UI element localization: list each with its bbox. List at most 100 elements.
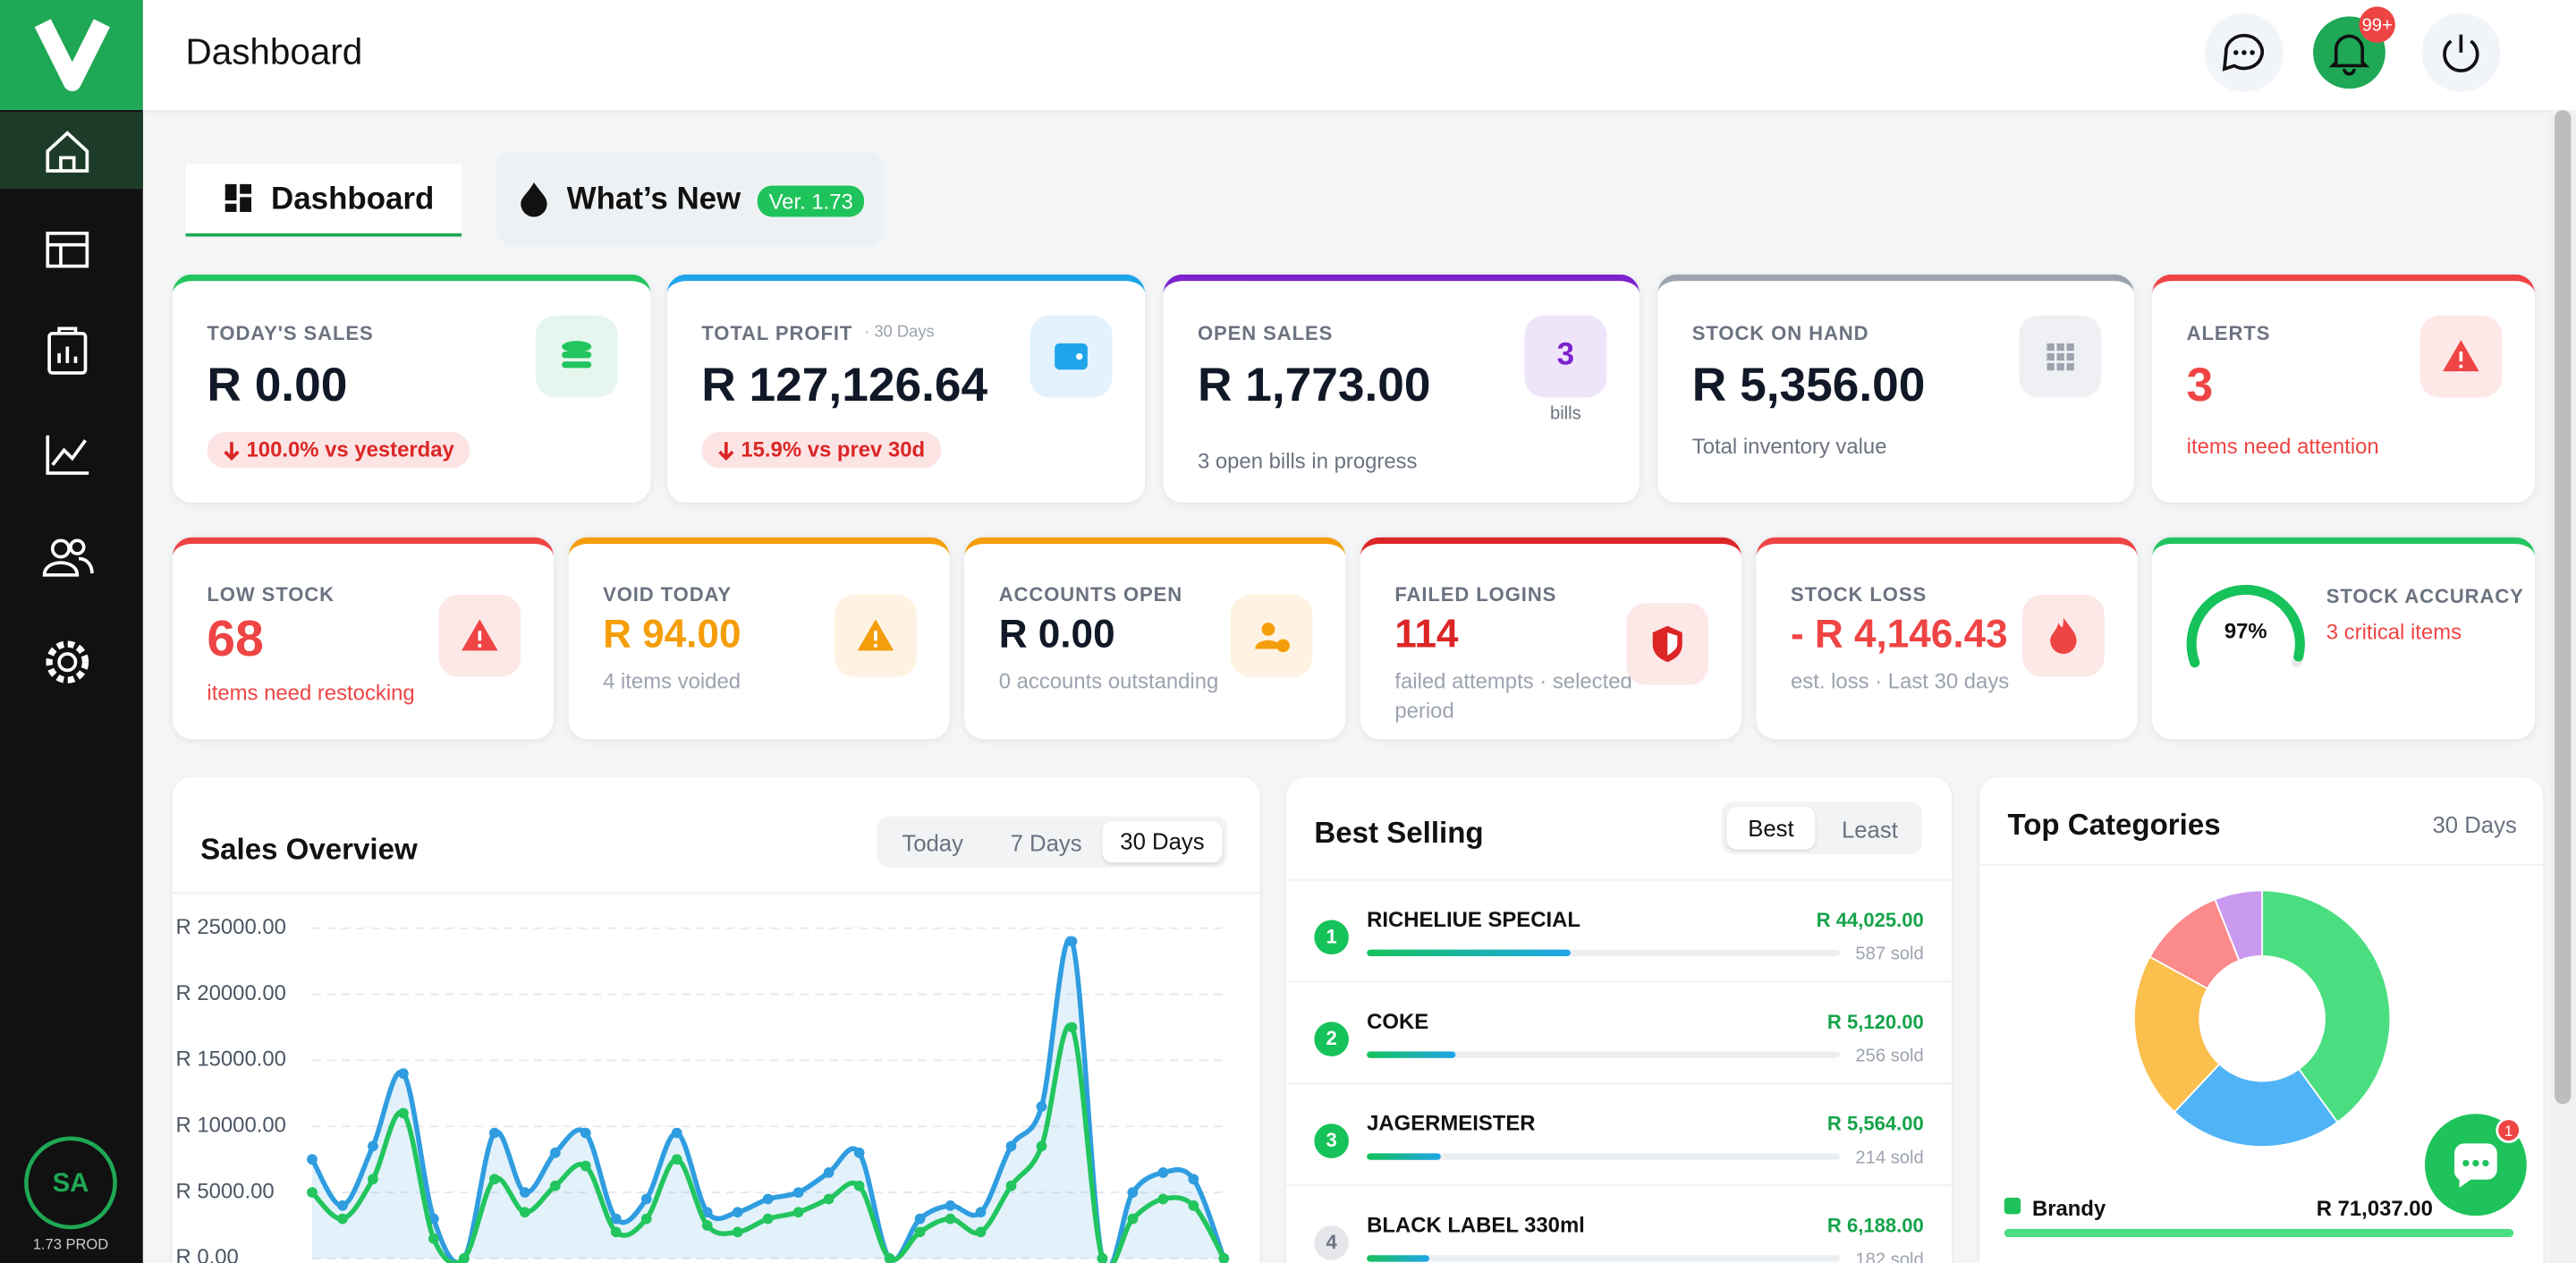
card-label: VOID TODAY	[603, 583, 732, 606]
card-label: STOCK ON HAND	[1691, 321, 1869, 345]
progress-track	[1367, 1153, 1841, 1160]
card-note: 4 items voided	[603, 668, 741, 694]
product-row: 3 JAGERMEISTER R 5,564.00 214 sold	[1286, 1082, 1952, 1186]
card-value: 3	[2186, 360, 2214, 413]
progress-track	[1367, 949, 1841, 956]
card-label: LOW STOCK	[207, 583, 335, 606]
card-note: items need attention	[2186, 433, 2379, 459]
metric-card: ACCOUNTS OPEN R 0.00 0 accounts outstandin…	[964, 537, 1346, 740]
card-note: est. loss · Last 30 days	[1791, 668, 2010, 694]
card-note: 0 accounts outstanding	[998, 668, 1219, 694]
card-value: R 0.00	[207, 360, 348, 413]
sold-count: 587 sold	[1855, 945, 1924, 965]
product-row: 2 COKE R 5,120.00 256 sold	[1286, 980, 1952, 1085]
header: Dashboard 99+	[142, 0, 2576, 111]
product-row: 4 BLACK LABEL 330ml R 6,188.00 182 sold	[1286, 1184, 1952, 1263]
rank: 3	[1314, 1123, 1349, 1158]
delta-pill: 100.0% vs yesterday	[207, 432, 471, 469]
metric-card: FAILED LOGINS 114 failed attempts · select…	[1360, 537, 1741, 740]
page-title: Dashboard	[185, 30, 363, 72]
product-name: JAGERMEISTER	[1367, 1110, 1536, 1136]
card-note: items need restocking	[207, 680, 415, 705]
progress-track	[1367, 1255, 1841, 1262]
icon-box	[835, 594, 917, 677]
range-button[interactable]: Today	[902, 829, 963, 856]
sold-count: 182 sold	[1855, 1250, 1924, 1263]
tab-label: Dashboard	[271, 182, 435, 217]
metric-card: VOID TODAY R 94.00 4 items voided	[568, 537, 950, 740]
metric-card: STOCK ACCURACY 3 critical items 97%	[2152, 537, 2536, 740]
card-label: TOTAL PROFIT	[701, 321, 853, 345]
card-value: R 5,356.00	[1691, 360, 1926, 413]
card-note: failed attempts · selected period	[1394, 668, 1632, 724]
summary-card: ALERTS 3 items need attention	[2152, 274, 2536, 504]
card-value: 68	[207, 609, 264, 667]
icon-box	[2419, 315, 2503, 398]
progress-bar	[1367, 1153, 1442, 1160]
product-amount: R 5,564.00	[1826, 1112, 1924, 1136]
avatar-initials: SA	[53, 1168, 89, 1198]
bills-note: bills	[1549, 403, 1581, 424]
panel-title: Sales Overview	[200, 833, 418, 866]
delta-text: 100.0% vs yesterday	[246, 437, 454, 462]
product-name: BLACK LABEL 330ml	[1367, 1212, 1585, 1238]
card-label: FAILED LOGINS	[1394, 583, 1557, 606]
card-note: 3 critical items	[2326, 619, 2462, 644]
sidebar: SA 1.73 PROD	[0, 0, 143, 1263]
icon-box	[535, 315, 618, 398]
summary-card: TOTAL PROFIT · 30 Days R 127,126.64 15.9% v…	[666, 274, 1146, 504]
tab-whats-new[interactable]: What’s New Ver. 1.73	[496, 150, 885, 247]
card-value: 114	[1394, 613, 1459, 657]
sold-count: 214 sold	[1855, 1148, 1924, 1168]
scrollbar	[2549, 110, 2576, 1263]
product-name: COKE	[1367, 1008, 1429, 1034]
range-button[interactable]: 7 Days	[1010, 829, 1082, 856]
chat-button[interactable]: 1	[2415, 1104, 2546, 1235]
product-amount: R 6,188.00	[1826, 1214, 1924, 1238]
nav-icons[interactable]	[0, 0, 143, 756]
version-badge: Ver. 1.73	[757, 185, 865, 217]
card-label: ALERTS	[2186, 321, 2271, 345]
bills-count: 3	[1556, 338, 1575, 373]
progress-bar	[1367, 1255, 1430, 1262]
card-label-note: · 30 Days	[864, 323, 935, 343]
card-value: R 1,773.00	[1197, 360, 1431, 413]
card-value: - R 4,146.43	[1791, 613, 2008, 657]
metric-card: STOCK LOSS - R 4,146.43 est. loss · Last 3…	[1756, 537, 2138, 740]
gauge-value	[2186, 584, 2305, 668]
card-label: OPEN SALES	[1197, 321, 1334, 345]
card-value: R 94.00	[603, 613, 741, 657]
rank: 4	[1314, 1225, 1349, 1260]
avatar[interactable]	[24, 1136, 117, 1230]
gauge: 97%	[2186, 584, 2305, 668]
sales-overview-panel: Sales Overview Today 7 Days 30 Days	[172, 776, 1260, 1263]
toggle-button[interactable]: Least	[1841, 816, 1898, 843]
icon-box	[2019, 315, 2102, 398]
panel-title: Best Selling	[1314, 816, 1484, 850]
chat-badge: 1	[2504, 1123, 2512, 1140]
toggle-button-active[interactable]: Best	[1726, 806, 1816, 850]
tab-dashboard[interactable]: Dashboard	[185, 164, 462, 237]
legend-name: Brandy	[2031, 1196, 2106, 1221]
product-amount: R 5,120.00	[1826, 1010, 1924, 1034]
progress-bar	[1367, 949, 1571, 956]
icon-box	[438, 594, 521, 677]
sold-count: 256 sold	[1855, 1046, 1924, 1067]
progress-bar	[1367, 1051, 1456, 1058]
product-name: RICHELIUE SPECIAL	[1367, 906, 1580, 932]
card-note: 3 open bills in progress	[1197, 448, 1418, 473]
rank: 1	[1314, 920, 1349, 955]
card-note: Total inventory value	[1691, 433, 1887, 459]
logo[interactable]	[0, 0, 143, 111]
icon-box	[1030, 315, 1113, 398]
range-button-active[interactable]: 30 Days	[1102, 821, 1223, 863]
card-label: STOCK LOSS	[1791, 583, 1928, 606]
card-value: R 0.00	[998, 613, 1115, 657]
active-nav	[0, 111, 143, 190]
delta-text: 15.9% vs prev 30d	[741, 437, 926, 462]
icon-box: 3	[1524, 315, 1607, 398]
progress-track	[1367, 1051, 1841, 1058]
summary-card: TODAY'S SALES R 0.00 100.0% vs yesterday	[172, 274, 651, 504]
badge	[2359, 6, 2395, 43]
icon-box	[2021, 594, 2105, 677]
